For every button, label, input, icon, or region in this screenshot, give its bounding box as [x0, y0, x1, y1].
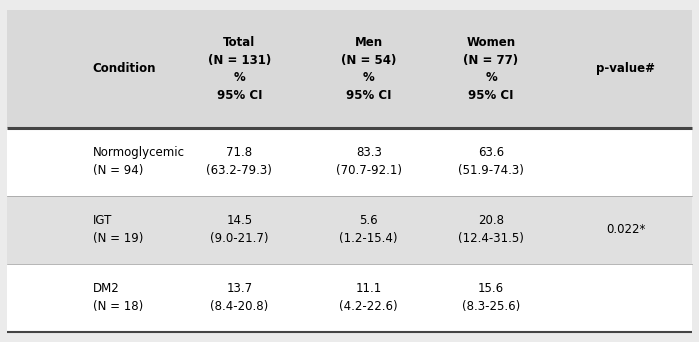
- Bar: [7, 196, 692, 264]
- Text: Condition: Condition: [92, 63, 156, 76]
- Text: 0.022*: 0.022*: [606, 223, 645, 236]
- Bar: [7, 264, 692, 332]
- Text: 5.6
(1.2-15.4): 5.6 (1.2-15.4): [340, 214, 398, 245]
- Text: DM2
(N = 18): DM2 (N = 18): [92, 282, 143, 313]
- Text: Total
(N = 131)
%
95% CI: Total (N = 131) % 95% CI: [208, 36, 271, 102]
- Text: 13.7
(8.4-20.8): 13.7 (8.4-20.8): [210, 282, 268, 313]
- Text: 63.6
(51.9-74.3): 63.6 (51.9-74.3): [458, 146, 524, 177]
- Text: p-value#: p-value#: [596, 63, 655, 76]
- Text: 20.8
(12.4-31.5): 20.8 (12.4-31.5): [458, 214, 524, 245]
- Text: 83.3
(70.7-92.1): 83.3 (70.7-92.1): [336, 146, 402, 177]
- Text: Women
(N = 77)
%
95% CI: Women (N = 77) % 95% CI: [463, 36, 519, 102]
- Text: 11.1
(4.2-22.6): 11.1 (4.2-22.6): [340, 282, 398, 313]
- Text: 15.6
(8.3-25.6): 15.6 (8.3-25.6): [462, 282, 520, 313]
- Text: 14.5
(9.0-21.7): 14.5 (9.0-21.7): [210, 214, 268, 245]
- Text: Men
(N = 54)
%
95% CI: Men (N = 54) % 95% CI: [341, 36, 396, 102]
- Bar: [7, 10, 692, 128]
- Text: 71.8
(63.2-79.3): 71.8 (63.2-79.3): [206, 146, 273, 177]
- Bar: [7, 128, 692, 196]
- Text: Normoglycemic
(N = 94): Normoglycemic (N = 94): [92, 146, 185, 177]
- Text: IGT
(N = 19): IGT (N = 19): [92, 214, 143, 245]
